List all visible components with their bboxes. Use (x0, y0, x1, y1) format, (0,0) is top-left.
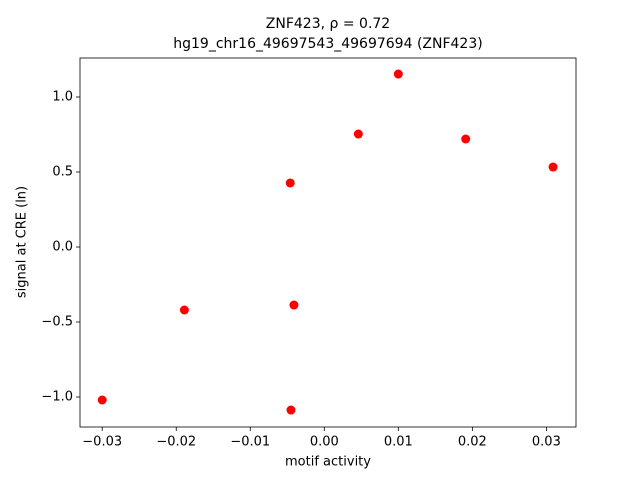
point (97, 395, 107, 405)
y-tick-label: 1.0 (52, 90, 73, 105)
x-tick-label: 0.00 (310, 435, 339, 450)
chart-subtitle: hg19_chr16_49697543_49697694 (ZNF423) (173, 36, 482, 52)
point (548, 162, 558, 172)
x-tick-label: 0.02 (458, 435, 487, 450)
x-tick-label: −0.02 (156, 435, 196, 450)
x-tick-label: 0.03 (532, 435, 561, 450)
x-axis-label: motif activity (285, 455, 371, 470)
point (285, 178, 295, 188)
y-tick-label: −1.0 (41, 390, 73, 405)
x-tick-label: 0.01 (384, 435, 413, 450)
point (393, 69, 403, 79)
point (179, 305, 189, 315)
plot-frame (79, 57, 577, 428)
x-tick-label: −0.03 (82, 435, 122, 450)
point (353, 129, 363, 139)
y-tick-label: 0.5 (52, 165, 73, 180)
y-axis-label: signal at CRE (ln) (15, 186, 30, 298)
chart-title: ZNF423, ρ = 0.72 (266, 16, 390, 32)
y-tick-label: 0.0 (52, 240, 73, 255)
x-tick-label: −0.01 (230, 435, 270, 450)
y-tick-label: −0.5 (41, 315, 73, 330)
point (461, 134, 471, 144)
point (289, 300, 299, 310)
point (286, 405, 296, 415)
